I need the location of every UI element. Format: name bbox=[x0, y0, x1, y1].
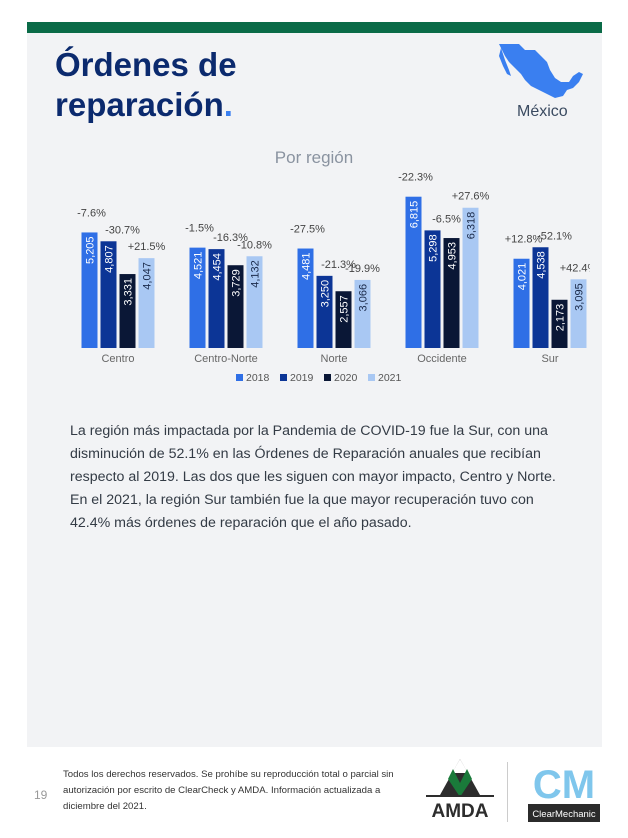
bar-occidente-2019 bbox=[424, 230, 441, 348]
bar-sur-2021 bbox=[570, 279, 587, 348]
amda-logo-text: AMDA bbox=[432, 801, 489, 822]
legend-label-2020: 2020 bbox=[334, 372, 358, 384]
bar-value-label: 3,095 bbox=[574, 283, 586, 311]
logo-divider bbox=[507, 762, 508, 822]
bar-centro-2018 bbox=[81, 232, 98, 348]
bar-centro-norte-2018 bbox=[189, 247, 206, 348]
page-title: Órdenes de reparación. bbox=[55, 45, 237, 125]
bar-occidente-2021 bbox=[462, 207, 479, 348]
bar-value-label: 3,066 bbox=[358, 284, 370, 312]
pct-change-label: -27.5% bbox=[290, 224, 325, 236]
bar-centro-norte-2020 bbox=[227, 265, 244, 348]
pct-change-label: -7.6% bbox=[77, 207, 106, 219]
bar-chart: 5,205 4,807 3,331 4,047 -7.6% -30.7% +21.5% Cen… bbox=[77, 172, 590, 384]
legend-swatch-2019 bbox=[280, 374, 287, 381]
country-label: México bbox=[517, 103, 568, 120]
bar-centro-norte-2019 bbox=[208, 249, 225, 348]
bar-value-label: 4,521 bbox=[193, 252, 205, 280]
cm-logo-text: ClearMechanic bbox=[532, 809, 596, 820]
bar-value-label: 3,331 bbox=[123, 278, 135, 306]
bar-sur-2019 bbox=[532, 247, 549, 348]
pct-change-label: -21.3% bbox=[321, 259, 356, 271]
legend-label-2019: 2019 bbox=[290, 372, 314, 384]
pct-change-label: -10.8% bbox=[237, 239, 272, 251]
bar-value-label: 6,318 bbox=[466, 212, 478, 240]
category-label: Occidente bbox=[417, 353, 467, 365]
pct-change-label: -1.5% bbox=[185, 223, 214, 235]
bar-value-label: 5,298 bbox=[428, 234, 440, 262]
bar-value-label: 4,021 bbox=[517, 263, 529, 291]
pct-change-label: -6.5% bbox=[432, 213, 461, 225]
cm-logo-mark: CM bbox=[533, 763, 595, 807]
bar-norte-2020 bbox=[335, 291, 352, 348]
pct-change-label: -19.9% bbox=[345, 263, 380, 275]
bar-value-label: 4,132 bbox=[250, 260, 262, 288]
pct-change-label: -52.1% bbox=[537, 230, 572, 242]
bar-occidente-2020 bbox=[443, 238, 460, 348]
title-line-2: reparación bbox=[55, 86, 224, 123]
category-label: Centro bbox=[101, 353, 134, 365]
bar-value-label: 3,729 bbox=[231, 269, 243, 297]
bar-value-label: 2,173 bbox=[555, 304, 567, 332]
category-label: Norte bbox=[321, 353, 348, 365]
pct-change-label: +21.5% bbox=[128, 241, 166, 253]
bar-centro-2021 bbox=[138, 258, 155, 348]
amda-logo: AMDA bbox=[426, 759, 494, 822]
chart-title: Por región bbox=[274, 148, 354, 167]
legend-swatch-2021 bbox=[368, 374, 375, 381]
bar-centro-2020 bbox=[119, 274, 136, 348]
title-line-1: Órdenes de bbox=[55, 46, 237, 83]
body-paragraph: La región más impactada por la Pandemia … bbox=[70, 423, 556, 531]
pct-change-label: -30.7% bbox=[105, 224, 140, 236]
bar-centro-norte-2021 bbox=[246, 256, 263, 348]
legend-label-2021: 2021 bbox=[378, 372, 402, 384]
bar-value-label: 5,205 bbox=[85, 236, 97, 264]
pct-change-label: +12.8% bbox=[505, 234, 543, 246]
legend-swatch-2020 bbox=[324, 374, 331, 381]
title-dot: . bbox=[223, 86, 233, 123]
bar-norte-2019 bbox=[316, 275, 333, 348]
pct-change-label: +27.6% bbox=[452, 191, 490, 203]
page-number: 19 bbox=[34, 788, 48, 802]
bar-value-label: 4,454 bbox=[212, 253, 224, 281]
bar-norte-2018 bbox=[297, 248, 314, 348]
bar-value-label: 4,807 bbox=[104, 245, 116, 273]
legend-swatch-2018 bbox=[236, 374, 243, 381]
bar-value-label: 4,481 bbox=[301, 253, 313, 281]
bar-centro-2019 bbox=[100, 241, 117, 348]
category-label: Centro-Norte bbox=[194, 353, 258, 365]
bar-sur-2018 bbox=[513, 258, 530, 348]
bar-value-label: 6,815 bbox=[409, 201, 421, 229]
legend-label-2018: 2018 bbox=[246, 372, 270, 384]
pct-change-label: -16.3% bbox=[213, 232, 248, 244]
mexico-map-icon bbox=[499, 44, 583, 98]
content-panel bbox=[27, 22, 602, 747]
bar-value-label: 4,953 bbox=[447, 242, 459, 270]
clearmechanic-logo: CM ClearMechanic bbox=[528, 763, 600, 822]
bar-value-label: 4,047 bbox=[142, 262, 154, 290]
bar-sur-2020 bbox=[551, 299, 568, 348]
category-label: Sur bbox=[541, 353, 558, 365]
top-accent-bar bbox=[27, 22, 602, 33]
bar-occidente-2018 bbox=[405, 196, 422, 348]
bar-value-label: 3,250 bbox=[320, 280, 332, 308]
bar-value-label: 2,557 bbox=[339, 295, 351, 323]
bar-norte-2021 bbox=[354, 279, 371, 348]
footer-copyright: Todos los derechos reservados. Se prohíb… bbox=[63, 769, 394, 812]
pct-change-label: -22.3% bbox=[398, 172, 433, 184]
pct-change-label: +42.4% bbox=[560, 262, 590, 274]
bar-value-label: 4,538 bbox=[536, 251, 548, 279]
